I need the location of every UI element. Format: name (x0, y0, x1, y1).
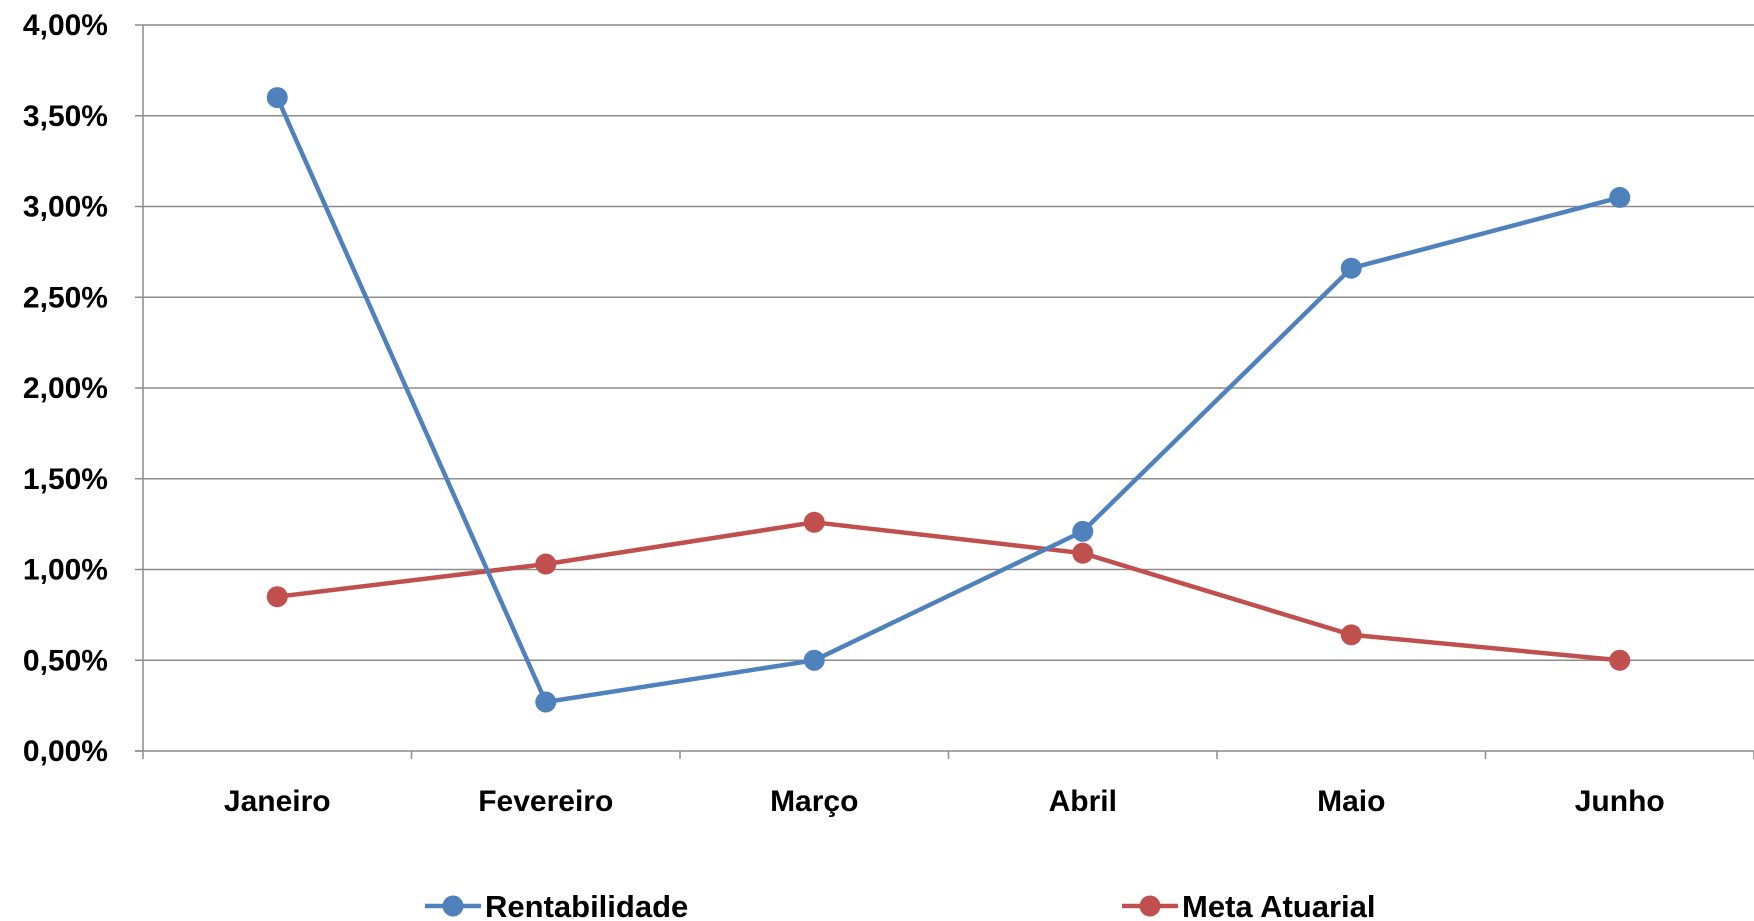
series-line-meta-atuarial (275, 520, 1623, 663)
data-point-rentabilidade-junho (1609, 186, 1631, 208)
x-tick-label-marco: Março (770, 785, 858, 818)
x-tick-labels: Janeiro Fevereiro Março Abril Maio Junho (224, 785, 1665, 818)
y-tick-label: 0,50% (23, 644, 108, 677)
data-point-rentabilidade-abril (1072, 520, 1094, 542)
legend-swatch-marker (442, 895, 464, 917)
x-tick-label-fevereiro: Fevereiro (478, 785, 613, 818)
legend-item-meta-atuarial: Meta Atuarial (1122, 889, 1376, 921)
y-tick-labels: 0,00% 0,50% 1,00% 1,50% 2,00% 2,50% 3,00% 3,50%… (23, 9, 108, 768)
series-markers (266, 87, 1631, 713)
y-tick-label: 1,00% (23, 554, 108, 587)
x-tick-label-abril: Abril (1049, 785, 1117, 818)
series-line-rentabilidade (275, 95, 1623, 705)
y-tick-label: 0,00% (23, 735, 108, 768)
legend-item-rentabilidade: Rentabilidade (425, 889, 688, 921)
y-tick-label: 3,00% (23, 191, 108, 224)
y-tick-label: 3,50% (23, 100, 108, 133)
legend: Rentabilidade Meta Atuarial (425, 889, 1376, 921)
y-tick-label: 2,50% (23, 281, 108, 314)
data-point-rentabilidade-maio (1340, 257, 1362, 279)
data-point-meta-atuarial-maio (1340, 624, 1362, 646)
x-tick-label-junho: Junho (1575, 785, 1665, 818)
x-tick-label-maio: Maio (1317, 785, 1385, 818)
y-tick-label: 1,50% (23, 463, 108, 496)
legend-label: Rentabilidade (485, 889, 688, 921)
axes (135, 24, 1754, 759)
legend-swatch-marker (1139, 895, 1161, 917)
data-point-meta-atuarial-junho (1609, 649, 1631, 671)
x-tick-label-janeiro: Janeiro (224, 785, 331, 818)
data-point-meta-atuarial-janeiro (266, 586, 288, 608)
data-point-meta-atuarial-marco (803, 511, 825, 533)
legend-label: Meta Atuarial (1182, 889, 1376, 921)
data-point-rentabilidade-marco (803, 649, 825, 671)
gridlines (143, 24, 1754, 661)
data-point-rentabilidade-janeiro (266, 87, 288, 109)
y-tick-label: 4,00% (23, 9, 108, 42)
y-tick-label: 2,00% (23, 372, 108, 405)
data-point-meta-atuarial-fevereiro (535, 553, 557, 575)
data-point-rentabilidade-fevereiro (535, 691, 557, 713)
series-lines (275, 95, 1623, 705)
data-point-meta-atuarial-abril (1072, 542, 1094, 564)
